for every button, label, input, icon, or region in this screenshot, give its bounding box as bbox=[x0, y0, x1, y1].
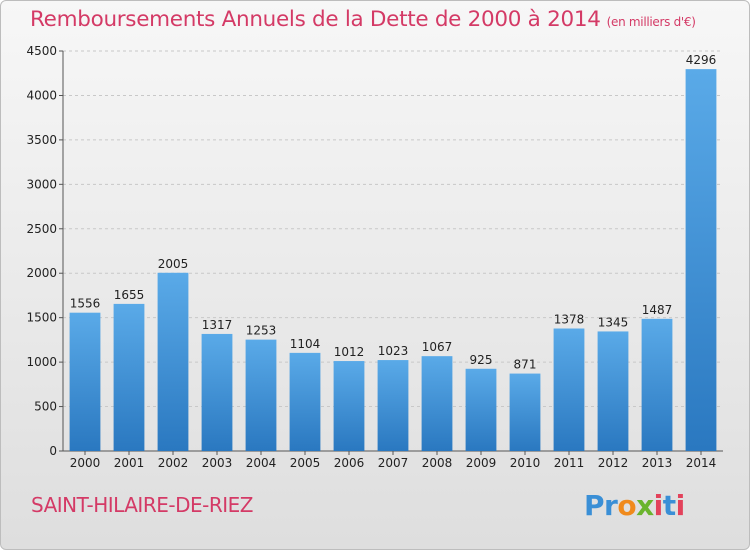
data-label-2004: 1253 bbox=[246, 324, 277, 338]
proxiti-logo: Proxiti bbox=[584, 489, 685, 522]
data-label-2011: 1378 bbox=[554, 313, 585, 327]
y-tick-label: 1000 bbox=[26, 355, 57, 369]
x-tick-label: 2014 bbox=[686, 456, 717, 470]
x-tick-label: 2006 bbox=[334, 456, 365, 470]
x-tick-label: 2003 bbox=[202, 456, 233, 470]
x-tick-label: 2005 bbox=[290, 456, 321, 470]
bar-2014 bbox=[685, 69, 717, 451]
data-label-2002: 2005 bbox=[158, 257, 189, 271]
bar-2001 bbox=[113, 303, 145, 451]
x-tick-label: 2013 bbox=[642, 456, 673, 470]
city-name: SAINT-HILAIRE-DE-RIEZ bbox=[31, 493, 253, 517]
y-tick-label: 4000 bbox=[26, 88, 57, 102]
data-label-2000: 1556 bbox=[70, 297, 101, 311]
bar-2013 bbox=[641, 318, 673, 451]
bar-2004 bbox=[245, 339, 277, 451]
bar-2009 bbox=[465, 368, 497, 451]
data-label-2014: 4296 bbox=[686, 53, 717, 67]
x-tick-label: 2011 bbox=[554, 456, 585, 470]
y-tick-label: 500 bbox=[34, 400, 57, 414]
bar-2011 bbox=[553, 328, 585, 451]
bar-2002 bbox=[157, 272, 189, 451]
x-tick-label: 2010 bbox=[510, 456, 541, 470]
bar-2007 bbox=[377, 360, 409, 451]
x-tick-label: 2007 bbox=[378, 456, 409, 470]
data-label-2009: 925 bbox=[470, 353, 493, 367]
chart-title-text: Remboursements Annuels de la Dette de 20… bbox=[30, 7, 601, 32]
bar-2008 bbox=[421, 356, 453, 451]
bar-2000 bbox=[69, 312, 101, 451]
bar-2012 bbox=[597, 331, 629, 451]
data-label-2012: 1345 bbox=[598, 315, 629, 329]
x-tick-label: 2000 bbox=[70, 456, 101, 470]
bar-2003 bbox=[201, 333, 233, 451]
y-tick-label: 0 bbox=[49, 444, 57, 458]
data-label-2003: 1317 bbox=[202, 318, 233, 332]
bars: 1556 1655 2005 1317 1253 1104 1012 1023 1067 925 8… bbox=[69, 53, 717, 451]
bar-2006 bbox=[333, 361, 365, 451]
data-label-2007: 1023 bbox=[378, 344, 409, 358]
y-tick-label: 2000 bbox=[26, 266, 57, 280]
x-tick-label: 2002 bbox=[158, 456, 189, 470]
data-label-2010: 871 bbox=[514, 358, 537, 372]
x-tick-label: 2001 bbox=[114, 456, 145, 470]
x-tick-label: 2008 bbox=[422, 456, 453, 470]
x-tick-label: 2009 bbox=[466, 456, 497, 470]
data-label-2005: 1104 bbox=[290, 337, 321, 351]
y-tick-label: 2500 bbox=[26, 222, 57, 236]
data-label-2001: 1655 bbox=[114, 288, 145, 302]
y-tick-label: 3000 bbox=[26, 177, 57, 191]
y-tick-label: 1500 bbox=[26, 311, 57, 325]
chart-title: Remboursements Annuels de la Dette de 20… bbox=[30, 7, 696, 32]
chart-unit: (en milliers d'€) bbox=[606, 15, 696, 29]
bar-2005 bbox=[289, 352, 321, 451]
data-label-2013: 1487 bbox=[642, 303, 673, 317]
y-tick-label: 3500 bbox=[26, 133, 57, 147]
data-label-2008: 1067 bbox=[422, 340, 453, 354]
x-tick-label: 2004 bbox=[246, 456, 277, 470]
data-label-2006: 1012 bbox=[334, 345, 365, 359]
x-tick-label: 2012 bbox=[598, 456, 629, 470]
y-tick-label: 4500 bbox=[26, 44, 57, 58]
bar-2010 bbox=[509, 373, 541, 451]
